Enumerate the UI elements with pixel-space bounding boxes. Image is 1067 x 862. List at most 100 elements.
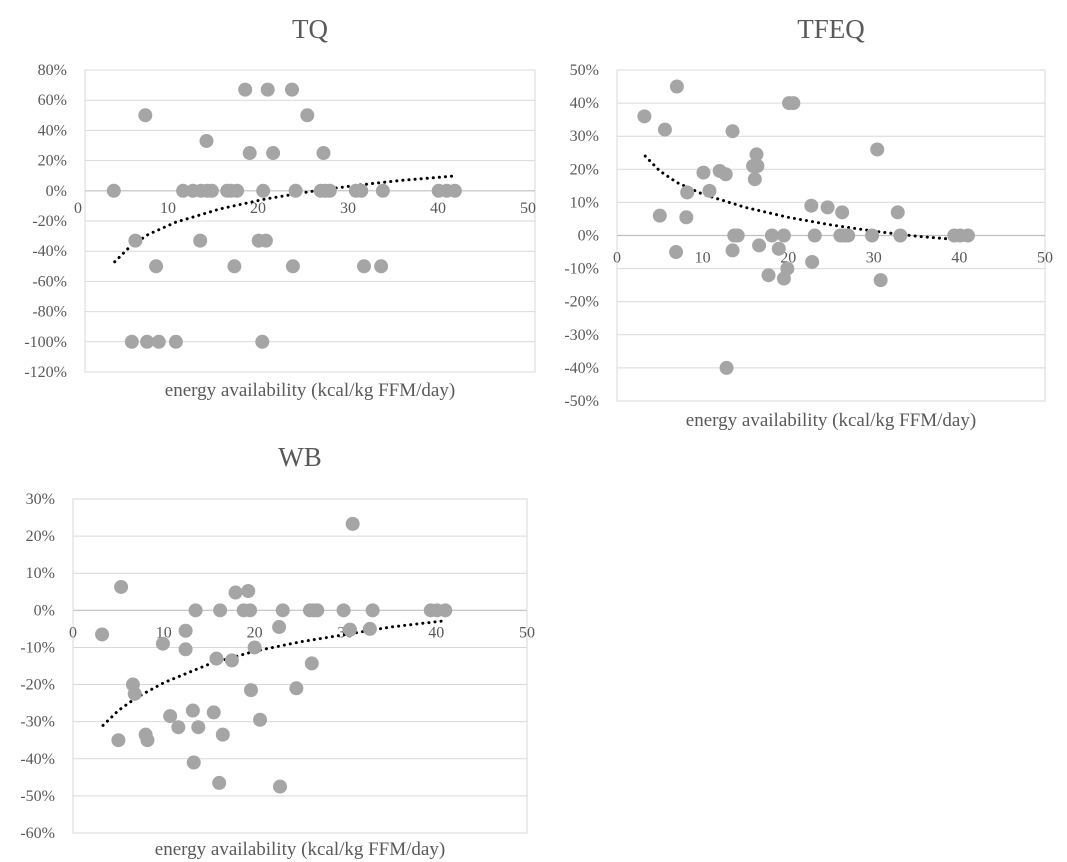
y-tick-label: 20% [26, 528, 55, 545]
data-point [243, 683, 258, 698]
data-point [127, 686, 142, 701]
data-point [285, 82, 299, 97]
data-point [227, 259, 242, 274]
data-point [275, 603, 290, 618]
y-tick-label: -100% [24, 334, 67, 351]
y-tick-label: 0% [46, 183, 67, 200]
x-tick-label: 0 [613, 250, 621, 267]
trendline [113, 174, 456, 264]
data-point [178, 642, 193, 657]
data-point [228, 585, 243, 600]
data-point [138, 108, 153, 123]
y-tick-label: 20% [570, 161, 599, 178]
data-point [253, 712, 268, 727]
x-tick-label: 40 [428, 624, 444, 641]
data-point [679, 210, 694, 225]
data-point [354, 183, 369, 198]
data-point [288, 183, 303, 198]
data-point [365, 603, 380, 618]
data-point [149, 259, 164, 274]
x-tick-label: 20 [780, 250, 796, 267]
data-point [168, 334, 183, 349]
data-point [230, 183, 245, 198]
data-point [870, 142, 885, 157]
data-point [238, 82, 253, 97]
data-point [171, 720, 186, 735]
data-point [191, 720, 206, 735]
data-point [960, 228, 975, 243]
data-point [106, 183, 121, 198]
data-point [730, 228, 745, 243]
data-point [771, 241, 786, 256]
data-point [374, 259, 389, 274]
y-tick-label: -20% [20, 677, 55, 694]
y-tick-label: -60% [32, 273, 67, 290]
data-point [151, 334, 166, 349]
data-point [185, 703, 200, 718]
y-tick-label: 40% [570, 95, 599, 112]
data-point [163, 709, 178, 724]
data-point [155, 636, 170, 651]
y-tick-label: -40% [32, 243, 67, 260]
chart-tfeq: TFEQ energy availability (kcal/kg FFM/da… [564, 14, 1053, 431]
data-point [114, 579, 129, 594]
x-tick-label: 0 [69, 624, 77, 641]
data-point [273, 779, 288, 794]
y-tick-label: -30% [20, 714, 55, 731]
data-point [204, 183, 219, 198]
data-point [213, 603, 228, 618]
chart-title: WB [278, 442, 322, 472]
data-point [357, 259, 371, 274]
data-point [786, 96, 801, 111]
data-point [176, 183, 191, 198]
y-tick-label: -40% [20, 751, 55, 768]
y-tick-label: -120% [24, 364, 67, 381]
y-tick-label: 0% [578, 228, 599, 245]
data-point [345, 516, 360, 531]
data-point [258, 233, 273, 248]
data-point [725, 124, 740, 139]
data-point [243, 603, 258, 618]
y-tick-label: -40% [564, 360, 599, 377]
x-tick-label: 50 [519, 624, 535, 641]
data-point [696, 165, 711, 180]
data-point [890, 205, 905, 220]
data-point [680, 185, 695, 200]
x-axis-label: energy availability (kcal/kg FFM/day) [155, 839, 445, 860]
data-point [124, 334, 139, 349]
data-point [342, 622, 357, 637]
y-tick-label: 50% [570, 62, 599, 79]
x-axis-label: energy availability (kcal/kg FFM/day) [165, 380, 455, 401]
y-tick-label: 20% [38, 153, 67, 170]
x-axis-label: energy availability (kcal/kg FFM/day) [686, 410, 976, 431]
data-point [215, 727, 230, 742]
data-point [260, 82, 275, 97]
data-point [447, 183, 462, 198]
x-tick-label: 40 [951, 250, 967, 267]
data-point [289, 681, 304, 696]
data-point [669, 245, 684, 260]
y-tick-label: 10% [26, 565, 55, 582]
data-point [206, 705, 221, 720]
data-point [719, 360, 734, 375]
data-point [310, 603, 325, 618]
chart-tq: TQ energy availability (kcal/kg FFM/day)… [24, 14, 536, 401]
data-point [725, 243, 740, 258]
data-point [752, 238, 767, 253]
data-point [224, 653, 239, 668]
x-tick-label: 10 [160, 200, 176, 217]
data-point [304, 656, 319, 671]
data-point [212, 775, 227, 790]
y-tick-label: -20% [32, 213, 67, 230]
data-point [820, 200, 835, 215]
data-point [178, 623, 193, 638]
data-point [702, 183, 717, 198]
data-point [322, 183, 337, 198]
data-point [272, 620, 287, 635]
data-point [637, 109, 652, 124]
data-point [718, 167, 733, 182]
data-point [186, 755, 201, 770]
data-point [652, 208, 667, 223]
data-point [255, 334, 270, 349]
